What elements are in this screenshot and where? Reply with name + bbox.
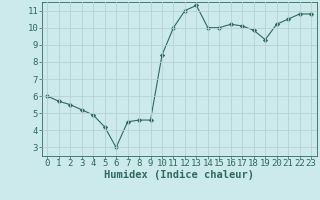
X-axis label: Humidex (Indice chaleur): Humidex (Indice chaleur)	[104, 170, 254, 180]
